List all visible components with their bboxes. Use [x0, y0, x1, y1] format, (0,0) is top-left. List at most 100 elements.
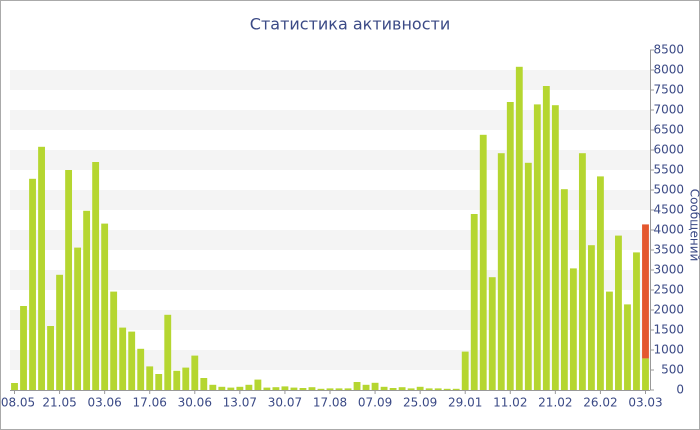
grid-band [10, 230, 650, 250]
bar [615, 235, 622, 390]
y-tick-label: 4000 [653, 223, 684, 237]
bar [398, 387, 406, 390]
bar [506, 102, 514, 390]
y-tick-label: 1000 [653, 343, 684, 357]
x-tick-label: 26.02 [583, 396, 617, 410]
grid-band [10, 110, 650, 130]
bar [47, 326, 54, 390]
bar [101, 223, 109, 390]
bar [524, 162, 532, 390]
bar [515, 66, 523, 391]
bar [542, 86, 550, 390]
bar [218, 386, 226, 390]
bar [128, 331, 136, 390]
y-tick-label: 0 [676, 383, 684, 397]
bar [164, 314, 172, 390]
bar [236, 386, 244, 390]
x-tick-label: 11.02 [493, 396, 527, 410]
y-tick-label: 1500 [653, 323, 684, 337]
x-tick-label: 30.07 [268, 396, 302, 410]
bar [371, 382, 379, 390]
bar [425, 388, 433, 390]
bar [317, 388, 325, 390]
bar [578, 153, 586, 390]
bar [551, 105, 559, 390]
x-tick-label: 08.05 [1, 396, 35, 410]
y-tick-label: 5000 [653, 183, 684, 197]
y-axis-label: Сообщений [688, 189, 700, 262]
bar [299, 388, 307, 390]
bar [497, 153, 505, 390]
y-tick-label: 7000 [653, 103, 684, 117]
y-tick-label: 6500 [653, 123, 684, 137]
bar [470, 214, 478, 390]
grid-band [10, 70, 650, 90]
bar [11, 383, 18, 390]
bar [434, 388, 442, 390]
y-tick-label: 3500 [653, 243, 684, 257]
bar [74, 247, 82, 390]
y-tick-label: 3000 [653, 263, 684, 277]
bar [263, 387, 271, 390]
bar [308, 387, 316, 390]
bar [443, 388, 451, 390]
y-tick-label: 4500 [653, 203, 684, 217]
bar [461, 351, 469, 390]
x-tick-label: 03.06 [87, 396, 121, 410]
bar [209, 384, 217, 390]
y-tick-label: 500 [661, 363, 684, 377]
x-tick-label: 21.02 [538, 396, 572, 410]
bar [146, 366, 154, 390]
bar [452, 388, 460, 390]
bar [606, 291, 613, 390]
bar [110, 291, 118, 390]
bar [290, 387, 298, 390]
grid-band [10, 190, 650, 210]
bar [389, 388, 397, 390]
bar [254, 379, 262, 390]
x-tick-label: 21.05 [42, 396, 76, 410]
y-tick-label: 5500 [653, 163, 684, 177]
bar [407, 388, 415, 390]
bar [38, 146, 45, 390]
y-tick-label: 8500 [653, 43, 684, 57]
y-tick-label: 6000 [653, 143, 684, 157]
bar [92, 162, 100, 390]
x-tick-label: 30.06 [178, 396, 212, 410]
bar [29, 178, 36, 390]
bar [642, 358, 649, 390]
bar [569, 268, 577, 390]
y-tick-label: 2000 [653, 303, 684, 317]
x-tick-label: 17.06 [133, 396, 167, 410]
bar [624, 304, 631, 390]
x-tick-label: 25.09 [403, 396, 437, 410]
bar [416, 386, 424, 390]
bar [245, 384, 253, 390]
bar [533, 104, 541, 391]
grid-band [10, 150, 650, 170]
bar [65, 170, 73, 390]
bar [560, 189, 568, 390]
bar [344, 388, 352, 390]
bar [137, 348, 145, 390]
bar [56, 274, 64, 390]
y-tick-label: 8000 [653, 63, 684, 77]
bar [587, 245, 595, 390]
bar [596, 176, 604, 390]
bar [83, 210, 91, 390]
bar [281, 386, 289, 390]
bar [182, 367, 190, 390]
y-tick-label: 7500 [653, 83, 684, 97]
bar [227, 387, 235, 390]
bar [326, 388, 334, 390]
bar [200, 378, 208, 390]
x-tick-label: 03.03 [628, 396, 662, 410]
bar [380, 386, 388, 390]
y-tick-label: 2500 [653, 283, 684, 297]
bar [20, 306, 27, 390]
bar [335, 388, 343, 390]
x-tick-label: 29.01 [448, 396, 482, 410]
bar [642, 224, 649, 359]
x-tick-label: 17.08 [313, 396, 347, 410]
